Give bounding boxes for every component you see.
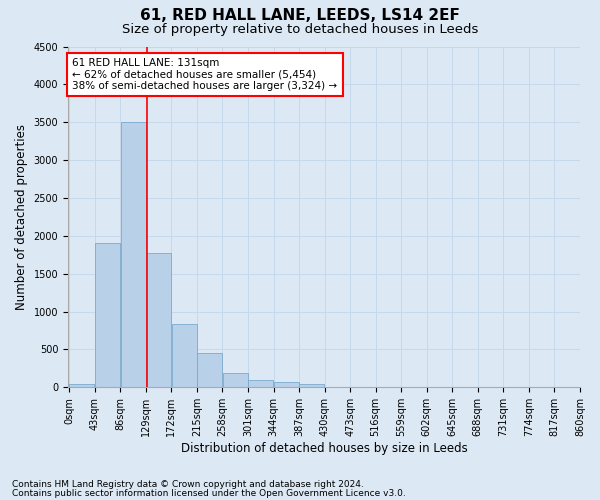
Bar xyxy=(248,380,273,388)
Bar xyxy=(146,253,171,388)
Bar xyxy=(223,374,248,388)
Bar xyxy=(274,382,299,388)
Text: Contains public sector information licensed under the Open Government Licence v3: Contains public sector information licen… xyxy=(12,488,406,498)
Bar xyxy=(121,122,146,388)
Bar xyxy=(172,324,197,388)
Y-axis label: Number of detached properties: Number of detached properties xyxy=(15,124,28,310)
Text: Contains HM Land Registry data © Crown copyright and database right 2024.: Contains HM Land Registry data © Crown c… xyxy=(12,480,364,489)
Bar xyxy=(299,384,325,388)
Bar xyxy=(95,244,120,388)
X-axis label: Distribution of detached houses by size in Leeds: Distribution of detached houses by size … xyxy=(181,442,467,455)
Text: 61 RED HALL LANE: 131sqm
← 62% of detached houses are smaller (5,454)
38% of sem: 61 RED HALL LANE: 131sqm ← 62% of detach… xyxy=(72,58,337,91)
Bar xyxy=(70,384,94,388)
Text: Size of property relative to detached houses in Leeds: Size of property relative to detached ho… xyxy=(122,22,478,36)
Bar xyxy=(197,354,222,388)
Text: 61, RED HALL LANE, LEEDS, LS14 2EF: 61, RED HALL LANE, LEEDS, LS14 2EF xyxy=(140,8,460,22)
